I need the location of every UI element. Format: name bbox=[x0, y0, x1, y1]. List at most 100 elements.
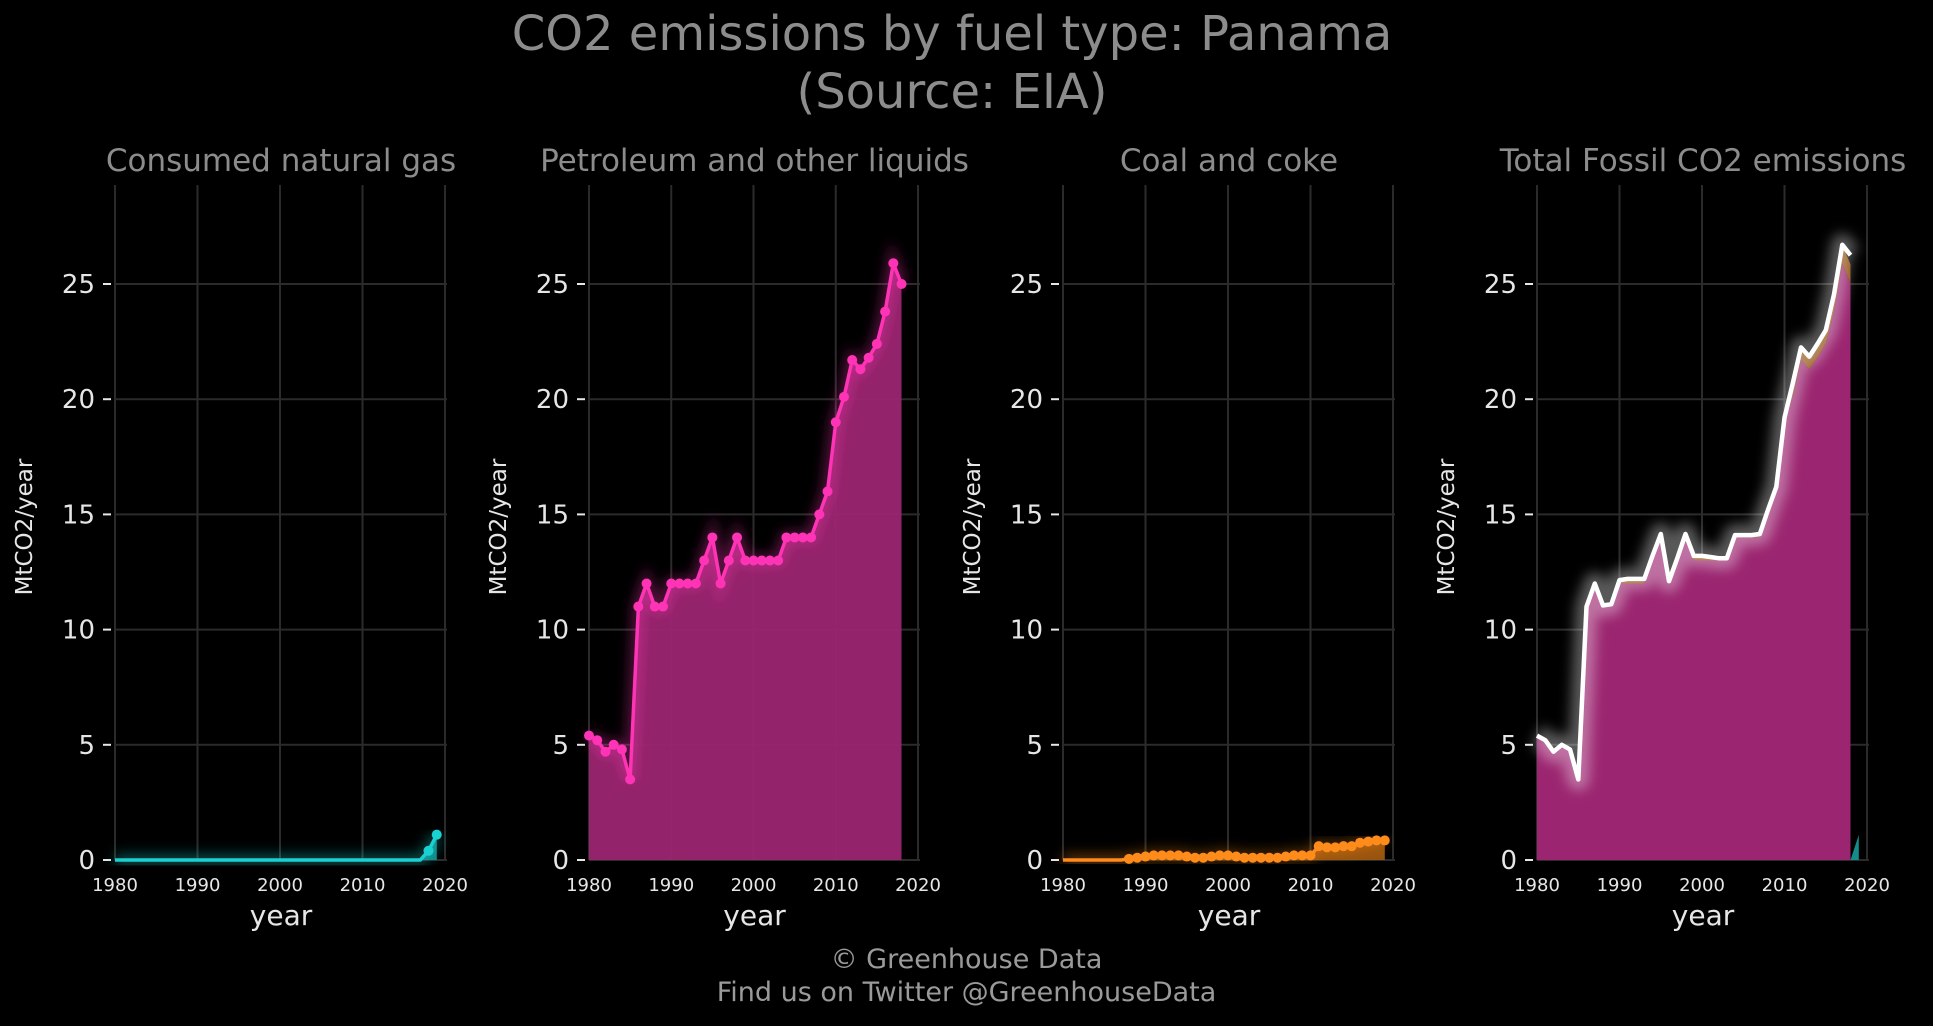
panel-title: Coal and coke bbox=[1120, 143, 1338, 179]
data-point bbox=[1223, 850, 1233, 861]
y-tick-label: 20 bbox=[536, 385, 569, 415]
x-tick-label: 2020 bbox=[1370, 875, 1416, 896]
footer-copyright: © Greenhouse Data bbox=[830, 944, 1103, 975]
x-tick-label: 2010 bbox=[340, 875, 386, 896]
data-point bbox=[1346, 841, 1357, 852]
x-tick-label: 2010 bbox=[1288, 875, 1334, 896]
data-point bbox=[633, 601, 644, 612]
x-tick-label: 2010 bbox=[813, 875, 859, 896]
x-tick-label: 2000 bbox=[1679, 875, 1725, 896]
data-point bbox=[896, 279, 907, 289]
x-tick-label: 2020 bbox=[1844, 875, 1890, 896]
total-line bbox=[1535, 242, 1853, 782]
x-tick-label: 1990 bbox=[1597, 875, 1643, 896]
panel-3: 0 5 10 15 20 25 1980 1990 2000 2010 2020 Coal and c… bbox=[960, 143, 1416, 932]
y-tick-label: 0 bbox=[78, 846, 95, 876]
data-point bbox=[641, 578, 652, 589]
data-point bbox=[830, 417, 841, 428]
data-point bbox=[855, 364, 866, 375]
x-tick-label: 2000 bbox=[257, 875, 303, 896]
data-point bbox=[1379, 835, 1390, 846]
data-point bbox=[690, 578, 701, 589]
x-axis-label: year bbox=[1672, 899, 1735, 932]
data-point bbox=[838, 391, 849, 402]
data-point bbox=[1313, 841, 1324, 852]
data-point bbox=[1132, 852, 1143, 863]
series-line bbox=[115, 833, 439, 862]
data-point bbox=[666, 578, 677, 589]
data-point bbox=[1198, 852, 1209, 863]
data-point bbox=[1148, 850, 1159, 861]
data-point bbox=[863, 352, 874, 363]
panel-1: 0 5 10 15 20 25 1980 1990 2000 2010 2020 Consumed n… bbox=[12, 143, 468, 932]
data-point bbox=[1247, 852, 1258, 863]
y-tick-label: 5 bbox=[78, 731, 95, 761]
x-tick-label: 2000 bbox=[1205, 875, 1251, 896]
y-tick-label: 15 bbox=[62, 500, 95, 530]
data-point bbox=[1338, 841, 1349, 852]
y-tick-label: 5 bbox=[1026, 731, 1043, 761]
y-tick-label: 10 bbox=[1010, 616, 1043, 646]
data-point bbox=[584, 730, 594, 741]
data-point bbox=[592, 735, 603, 746]
x-tick-label: 1990 bbox=[175, 875, 221, 896]
data-point bbox=[1239, 852, 1250, 863]
data-point bbox=[1272, 852, 1283, 863]
data-point bbox=[715, 578, 726, 589]
y-axis-label: MtCO2/year bbox=[486, 458, 512, 595]
y-axis-label: MtCO2/year bbox=[12, 458, 38, 595]
data-point bbox=[814, 509, 825, 520]
data-point bbox=[1297, 850, 1308, 861]
data-point bbox=[847, 355, 858, 366]
data-point bbox=[608, 739, 619, 750]
data-point bbox=[1322, 842, 1332, 853]
x-tick-label: 1980 bbox=[92, 875, 138, 896]
y-tick-label: 15 bbox=[536, 500, 569, 530]
data-point bbox=[756, 555, 767, 566]
footer-twitter: Find us on Twitter @GreenhouseData bbox=[716, 977, 1217, 1008]
data-point bbox=[1264, 852, 1275, 863]
data-point bbox=[822, 486, 833, 497]
data-point bbox=[658, 601, 669, 612]
y-axis-label: MtCO2/year bbox=[960, 458, 986, 595]
y-tick-label: 15 bbox=[1010, 500, 1043, 530]
data-point bbox=[1173, 850, 1184, 861]
x-tick-label: 2020 bbox=[895, 875, 941, 896]
data-point bbox=[781, 532, 792, 543]
panel-title: Petroleum and other liquids bbox=[540, 143, 969, 179]
y-tick-label: 25 bbox=[1010, 270, 1043, 300]
data-point bbox=[1256, 852, 1266, 863]
x-tick-label: 1980 bbox=[566, 875, 612, 896]
data-point bbox=[806, 532, 817, 543]
data-point bbox=[764, 555, 775, 566]
x-axis-label: year bbox=[250, 899, 313, 932]
data-point bbox=[625, 774, 636, 785]
data-point bbox=[682, 578, 693, 589]
data-point bbox=[740, 555, 751, 566]
data-point bbox=[1371, 835, 1382, 846]
data-point bbox=[431, 829, 442, 840]
panel-title: Total Fossil CO2 emissions bbox=[1499, 143, 1907, 179]
data-point bbox=[707, 532, 718, 543]
panel-title: Consumed natural gas bbox=[106, 143, 456, 179]
y-tick-label: 0 bbox=[1500, 846, 1517, 876]
data-point bbox=[888, 258, 899, 269]
data-point bbox=[880, 306, 891, 317]
chart-title-line-1: CO2 emissions by fuel type: Panama bbox=[512, 6, 1393, 62]
data-point bbox=[1124, 853, 1134, 864]
x-tick-label: 1990 bbox=[1123, 875, 1169, 896]
data-point bbox=[1214, 850, 1225, 861]
x-tick-label: 1980 bbox=[1514, 875, 1560, 896]
data-point bbox=[1157, 850, 1167, 861]
y-tick-label: 5 bbox=[1500, 731, 1517, 761]
data-point bbox=[616, 744, 627, 755]
data-point bbox=[797, 532, 808, 543]
x-axis-label: year bbox=[1198, 899, 1261, 932]
data-point bbox=[748, 555, 759, 566]
data-point bbox=[1165, 850, 1176, 861]
data-point bbox=[1140, 851, 1151, 862]
data-point bbox=[723, 555, 734, 566]
y-tick-label: 5 bbox=[552, 731, 569, 761]
y-tick-label: 10 bbox=[536, 616, 569, 646]
